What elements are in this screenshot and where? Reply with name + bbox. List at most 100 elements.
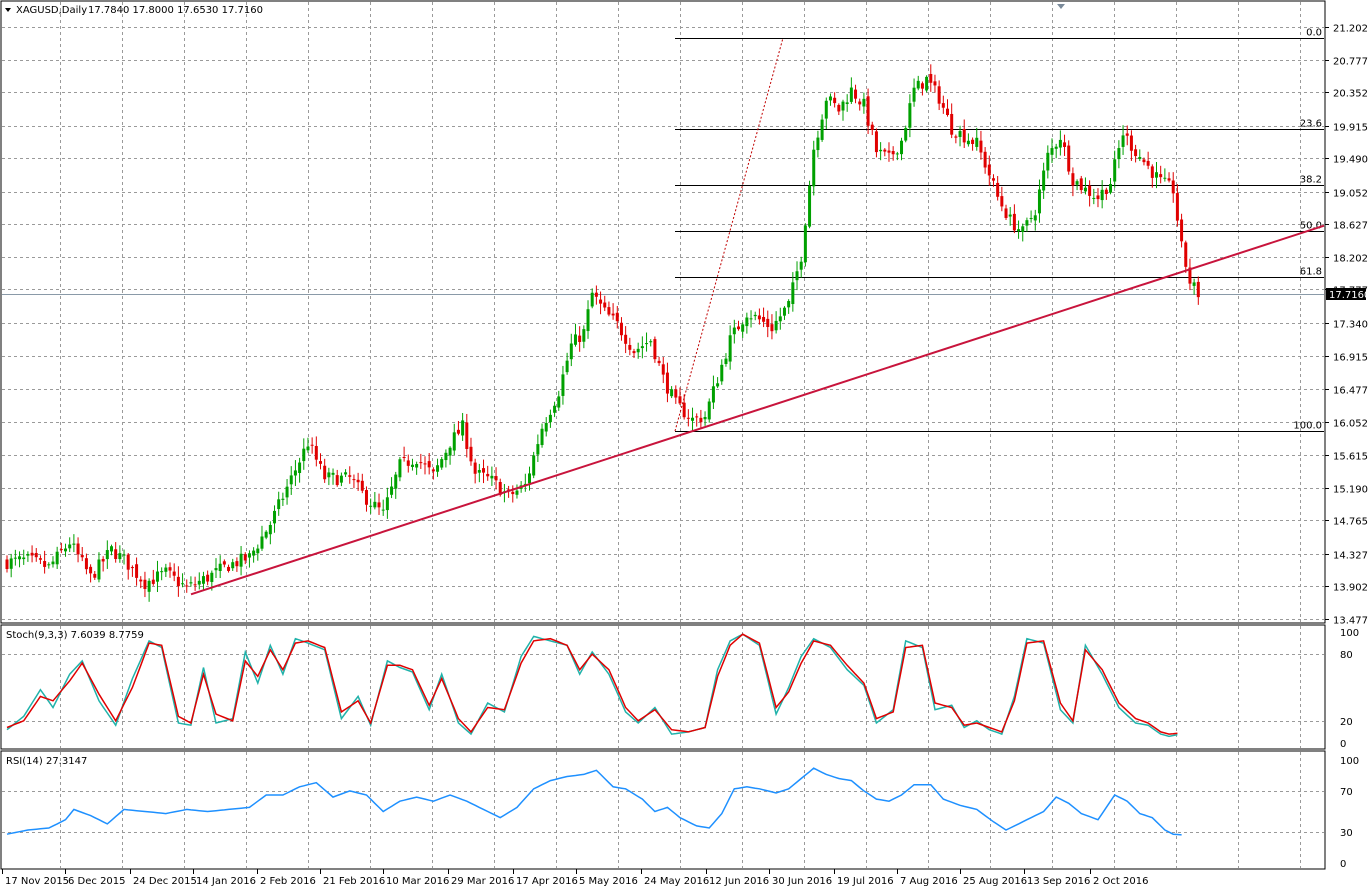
date-tick-label: 2 Oct 2016 <box>1093 876 1148 887</box>
fib-level-label: 23.6 <box>1300 119 1322 130</box>
price-tick-label: 15.1900 <box>1333 485 1368 496</box>
candle-body <box>812 149 816 187</box>
candle-body <box>461 420 465 436</box>
candle-body <box>858 101 862 105</box>
price-tick-label: 20.7775 <box>1333 57 1368 68</box>
candle-body <box>110 546 113 552</box>
candle-body <box>1067 145 1071 172</box>
stoch-tick-label: 100 <box>1340 628 1359 639</box>
candle-body <box>870 124 874 130</box>
candle-body <box>1021 226 1025 232</box>
candle-body <box>55 551 59 565</box>
candle-body <box>1008 214 1012 217</box>
candle-body <box>327 472 331 478</box>
candle-body <box>76 543 80 555</box>
fib-level-label: 50.0 <box>1300 221 1322 232</box>
candle-body <box>774 320 778 331</box>
chart-shift-marker-icon[interactable] <box>1057 4 1065 9</box>
candle-body <box>423 463 427 465</box>
candle-body <box>778 316 782 322</box>
candle-body <box>511 491 515 495</box>
candle-body <box>1054 146 1058 149</box>
candle-body <box>791 282 795 305</box>
candle-body <box>360 480 364 491</box>
rsi-panel-frame <box>0 750 1326 870</box>
candle-body <box>193 584 197 586</box>
rsi-line <box>6 767 1182 836</box>
stoch-panel-frame <box>0 624 1326 750</box>
candle-body <box>243 554 247 561</box>
stoch-label: Stoch(9,3,3) 7.6039 8.7759 <box>6 630 144 641</box>
candle-body <box>686 417 690 419</box>
candle-body <box>874 131 878 153</box>
candle-body <box>732 327 736 335</box>
date-tick-label: 30 Jun 2016 <box>772 876 832 887</box>
candle-body <box>958 131 962 137</box>
candle-body <box>168 567 172 571</box>
axis-labels: 21.2025 20.7775 20.3525 19.9150 19.4900 19.05… <box>2 24 1368 887</box>
date-tick-label: 17 Nov 2015 <box>5 876 69 887</box>
candle-body <box>1121 135 1125 147</box>
candle-body <box>105 550 109 560</box>
candle-body <box>1192 282 1196 286</box>
stochastic-series <box>6 633 1178 738</box>
candle-body <box>808 185 812 227</box>
price-tick-label: 18.6275 <box>1333 221 1368 232</box>
candle-body <box>323 465 327 480</box>
symbol-menu-triangle-icon[interactable] <box>5 8 11 12</box>
rsi-tick-label: 100 <box>1340 756 1359 767</box>
candle-body <box>1113 159 1117 182</box>
candle-body <box>306 446 310 451</box>
price-tick-label: 19.9150 <box>1333 123 1368 134</box>
candle-body <box>319 461 322 464</box>
candle-body <box>410 464 414 467</box>
date-tick-label: 13 Sep 2016 <box>1027 876 1090 887</box>
candle-body <box>1025 220 1029 226</box>
candle-body <box>1175 193 1179 221</box>
candle-body <box>741 324 745 332</box>
candle-body <box>849 87 853 102</box>
candle-body <box>235 561 239 567</box>
candle-body <box>289 475 293 485</box>
price-tick-label: 17.3400 <box>1333 320 1368 331</box>
ohlc-readout: 17.7840 17.8000 17.6530 17.7160 <box>88 5 263 16</box>
candle-body <box>18 556 22 560</box>
candle-body <box>941 103 945 108</box>
fib-level-label: 61.8 <box>1300 267 1322 278</box>
candle-body <box>862 98 866 107</box>
candle-body <box>904 128 908 141</box>
candle-body <box>490 475 494 479</box>
candle-body <box>486 473 490 477</box>
candle-body <box>155 571 159 582</box>
candle-body <box>816 137 820 151</box>
rsi-tick-label: 30 <box>1340 828 1353 839</box>
candle-body <box>1142 159 1146 163</box>
fib-level-label: 38.2 <box>1300 175 1322 186</box>
candle-body <box>390 486 394 495</box>
candle-body <box>937 86 941 104</box>
price-tick-label: 16.0525 <box>1333 419 1368 430</box>
candle-body <box>385 497 389 511</box>
candle-body <box>260 536 264 549</box>
stoch-tick-label: 80 <box>1340 650 1353 661</box>
candle-body <box>402 456 406 458</box>
candle-body <box>181 583 185 585</box>
candle-body <box>887 150 891 153</box>
candle-body <box>197 580 201 585</box>
candle-body <box>452 432 456 451</box>
candle-body <box>97 559 101 580</box>
candle-body <box>381 509 385 511</box>
current-price-label: 17.7160 <box>1329 290 1368 301</box>
candle-body <box>916 80 920 89</box>
candle-body <box>695 416 699 418</box>
candle-body <box>239 553 243 567</box>
candle-body <box>661 364 665 375</box>
candle-body <box>482 468 486 473</box>
candle-body <box>72 543 76 545</box>
candle-body <box>1146 160 1150 166</box>
candle-body <box>757 315 761 320</box>
candle-body <box>603 302 607 308</box>
candle-body <box>553 405 557 413</box>
candle-body <box>912 87 916 102</box>
